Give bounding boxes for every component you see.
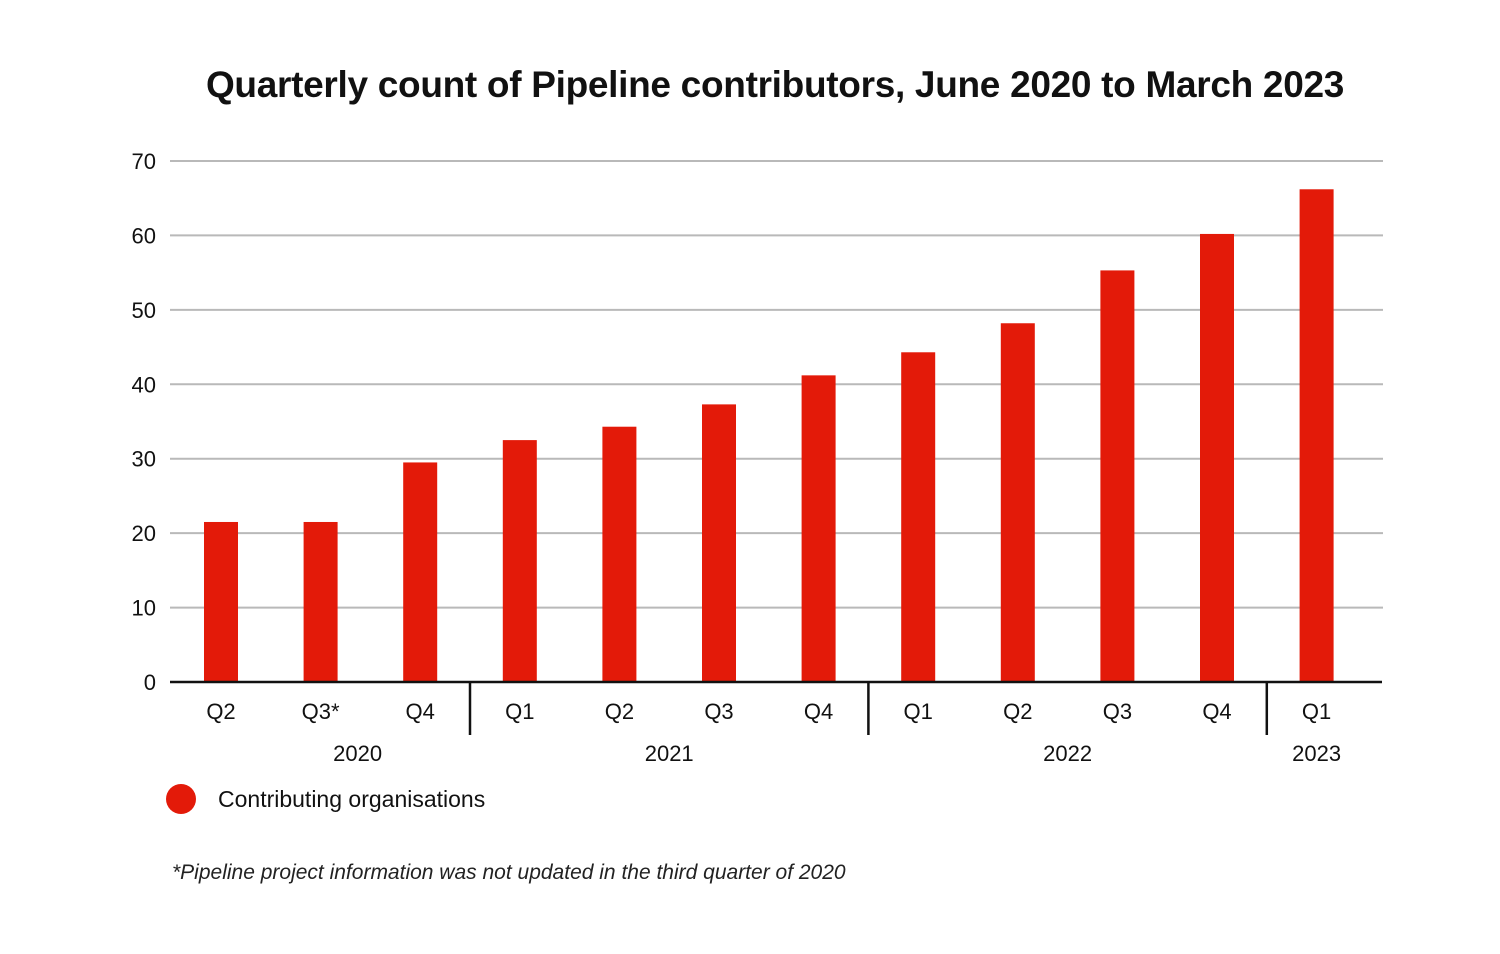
y-tick-label: 60 (132, 223, 156, 248)
x-tick-label: Q3* (302, 699, 340, 724)
x-tick-label: Q1 (505, 699, 534, 724)
year-label: 2022 (1043, 741, 1092, 766)
y-tick-label: 50 (132, 298, 156, 323)
x-tick-label: Q4 (1202, 699, 1231, 724)
legend-label: Contributing organisations (218, 785, 486, 812)
x-tick-label: Q4 (406, 699, 435, 724)
bar (303, 521, 338, 682)
x-axis (170, 680, 1382, 735)
y-tick-label: 40 (132, 372, 156, 397)
bar (1200, 233, 1234, 682)
legend-swatch (166, 784, 196, 814)
x-tick-label: Q2 (605, 699, 634, 724)
bar (1000, 323, 1035, 682)
x-tick-label: Q2 (206, 699, 235, 724)
x-axis-ticks: Q2 Q3* Q4 Q1 Q2 Q3 Q4 Q1 Q2 Q3 Q4 Q1 (206, 699, 1331, 724)
bar (901, 352, 936, 682)
y-tick-label: 0 (144, 670, 156, 695)
bar (1299, 189, 1334, 683)
year-label: 2021 (645, 741, 694, 766)
y-tick-label: 30 (132, 447, 156, 472)
gridlines (170, 160, 1383, 609)
bar (502, 440, 537, 682)
legend: Contributing organisations (166, 784, 485, 814)
bars (204, 189, 1334, 683)
year-group-labels: 2020 2021 2022 2023 (333, 741, 1341, 766)
y-axis-ticks: 0 10 20 30 40 50 60 70 (132, 149, 156, 695)
x-tick-label: Q3 (1103, 699, 1132, 724)
bar (204, 521, 238, 682)
bar (403, 462, 438, 682)
x-tick-label: Q4 (804, 699, 833, 724)
x-tick-label: Q1 (904, 699, 933, 724)
chart-title: Quarterly count of Pipeline contributors… (205, 64, 1345, 105)
x-tick-label: Q1 (1302, 699, 1331, 724)
y-tick-label: 10 (132, 596, 156, 621)
bar (1100, 270, 1135, 682)
bar (702, 404, 736, 682)
x-tick-label: Q2 (1003, 699, 1032, 724)
x-tick-label: Q3 (704, 699, 733, 724)
y-tick-label: 70 (132, 149, 156, 174)
year-label: 2023 (1292, 741, 1341, 766)
year-label: 2020 (333, 741, 382, 766)
y-tick-label: 20 (132, 521, 156, 546)
bar (602, 426, 637, 682)
footnote: *Pipeline project information was not up… (172, 861, 846, 884)
bar (801, 375, 836, 682)
